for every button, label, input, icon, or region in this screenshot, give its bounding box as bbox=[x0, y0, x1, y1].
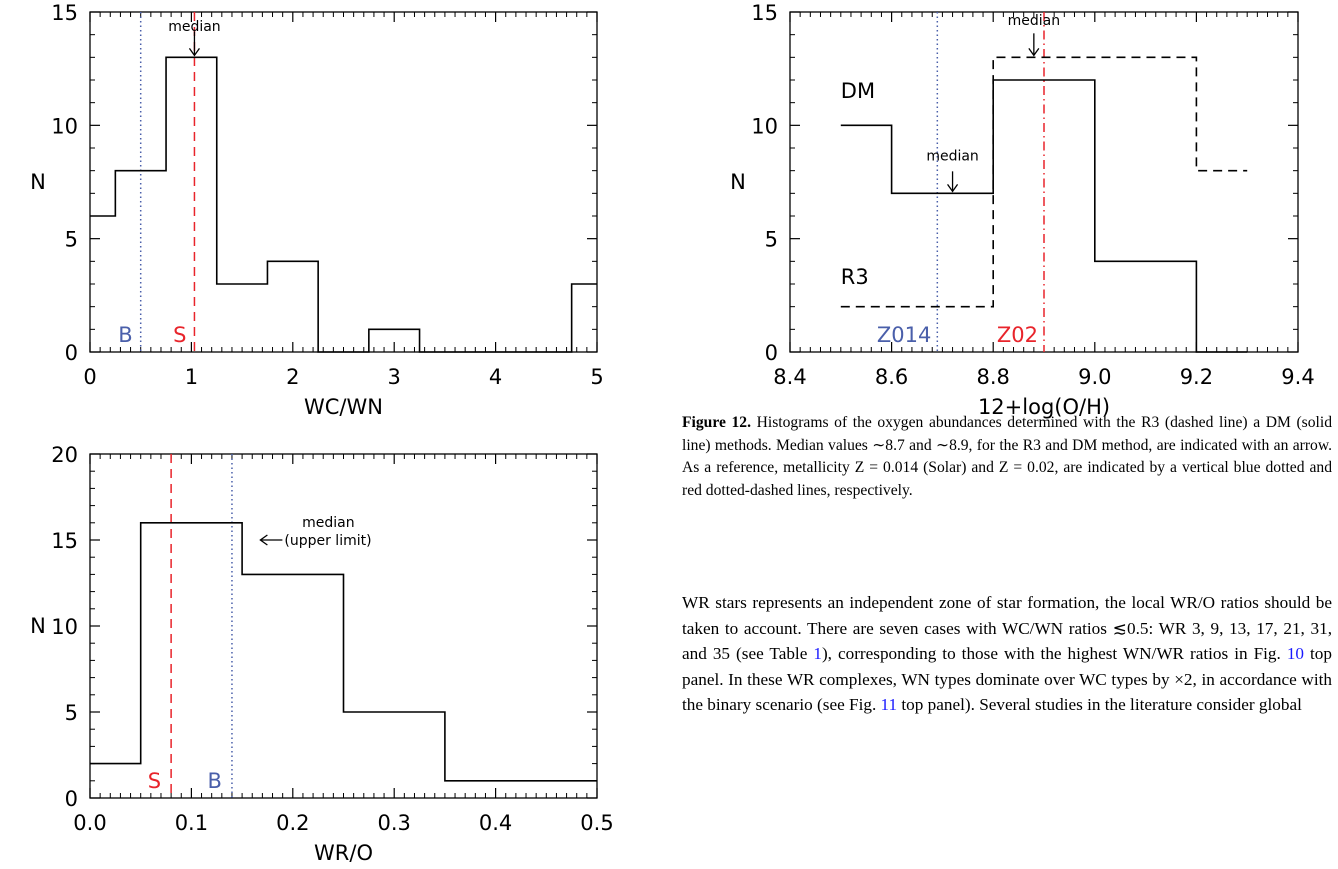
x-axis-label: 12+log(O/H) bbox=[978, 395, 1110, 419]
caption-label: Figure 12. bbox=[682, 414, 751, 431]
median-annotation: median bbox=[168, 19, 220, 35]
histogram-bars bbox=[90, 522, 597, 782]
median-annotation-dm: median bbox=[926, 148, 978, 164]
median-arrow-dm-head bbox=[947, 183, 959, 193]
reference-label-z014: Z014 bbox=[877, 323, 931, 347]
x-tick-label: 0.0 bbox=[73, 811, 106, 835]
y-tick-label: 10 bbox=[51, 615, 78, 639]
y-axis-label: N bbox=[30, 614, 46, 638]
x-tick-label: 0.2 bbox=[276, 811, 309, 835]
y-tick-label: 15 bbox=[51, 1, 78, 25]
y-tick-label: 0 bbox=[65, 341, 78, 365]
x-tick-label: 8.6 bbox=[875, 365, 908, 389]
figure-10-reference-link[interactable]: 10 bbox=[1286, 644, 1305, 664]
median-arrow-head bbox=[188, 47, 200, 57]
y-tick-label: 10 bbox=[751, 114, 778, 138]
histogram-r3 bbox=[840, 56, 1248, 308]
caption-text: Histograms of the oxygen abundances dete… bbox=[682, 414, 1332, 499]
median-annotation-r3: median bbox=[1008, 13, 1060, 29]
figure-caption: Figure 12. Histograms of the oxygen abun… bbox=[682, 412, 1332, 502]
reference-label-b: B bbox=[118, 323, 132, 347]
series-label-dm: DM bbox=[841, 79, 875, 103]
y-tick-label: 5 bbox=[65, 701, 78, 725]
median-annotation-line1: median bbox=[302, 515, 354, 531]
x-tick-label: 1 bbox=[185, 365, 198, 389]
x-tick-label: 5 bbox=[590, 365, 603, 389]
y-axis-label: N bbox=[30, 170, 46, 194]
y-tick-label: 5 bbox=[65, 228, 78, 252]
median-arrow-r3-head bbox=[1028, 47, 1040, 57]
x-tick-label: 8.4 bbox=[773, 365, 806, 389]
x-axis-label: WR/O bbox=[314, 841, 373, 865]
x-tick-label: 0.1 bbox=[175, 811, 208, 835]
x-tick-label: 9.0 bbox=[1078, 365, 1111, 389]
x-tick-label: 0 bbox=[83, 365, 96, 389]
y-tick-label: 15 bbox=[51, 529, 78, 553]
body-paragraph: WR stars represents an independent zone … bbox=[682, 590, 1332, 718]
table-reference-link[interactable]: 1 bbox=[813, 644, 822, 664]
reference-label-z02: Z02 bbox=[997, 323, 1038, 347]
y-tick-label: 5 bbox=[765, 228, 778, 252]
x-tick-label: 3 bbox=[388, 365, 401, 389]
series-label-r3: R3 bbox=[841, 265, 869, 289]
body-text-part-2: ), corresponding to those with the highe… bbox=[821, 644, 1287, 664]
x-tick-label: 9.2 bbox=[1180, 365, 1213, 389]
y-axis-label: N bbox=[730, 170, 746, 194]
x-tick-label: 4 bbox=[489, 365, 502, 389]
y-tick-label: 0 bbox=[65, 787, 78, 811]
x-axis-label: WC/WN bbox=[304, 395, 383, 419]
x-tick-label: 0.4 bbox=[479, 811, 512, 835]
histogram-bars bbox=[90, 56, 597, 353]
x-tick-label: 2 bbox=[286, 365, 299, 389]
body-text-part-3: top panel. In these WR complexes, WN typ… bbox=[682, 644, 1332, 715]
reference-label-s: S bbox=[173, 323, 186, 347]
reference-label-b: B bbox=[208, 769, 222, 793]
body-text-part-4: top panel). Several studies in the liter… bbox=[897, 695, 1302, 715]
x-tick-label: 0.5 bbox=[580, 811, 613, 835]
figure-11-reference-link[interactable]: 11 bbox=[880, 695, 898, 715]
body-text-part-1: WR stars represents an independent zone … bbox=[682, 593, 1332, 664]
reference-label-s: S bbox=[148, 769, 161, 793]
x-tick-label: 8.8 bbox=[976, 365, 1009, 389]
x-tick-label: 0.3 bbox=[377, 811, 410, 835]
median-arrow-head bbox=[259, 534, 268, 546]
y-tick-label: 20 bbox=[51, 443, 78, 467]
y-tick-label: 0 bbox=[765, 341, 778, 365]
median-annotation-line2: (upper limit) bbox=[284, 533, 371, 549]
y-tick-label: 15 bbox=[751, 1, 778, 25]
histogram-dm bbox=[840, 79, 1248, 353]
y-tick-label: 10 bbox=[51, 114, 78, 138]
x-tick-label: 9.4 bbox=[1281, 365, 1314, 389]
